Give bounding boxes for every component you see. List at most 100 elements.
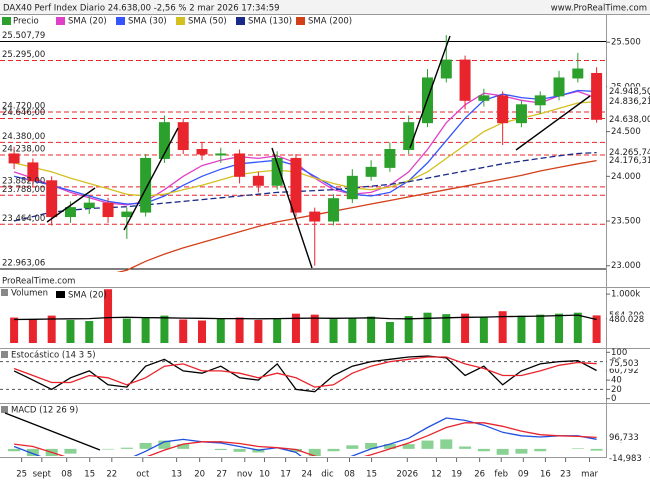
- y-tick-label: 23.500: [611, 217, 641, 227]
- level-label: 24.646,00: [2, 108, 45, 118]
- candle-body: [83, 202, 95, 209]
- x-tick-label: mar: [581, 470, 598, 480]
- candle-body: [515, 104, 527, 124]
- candle-body: [572, 68, 584, 79]
- trendlines: [4, 35, 591, 451]
- level-label: 24.380,00: [2, 132, 45, 142]
- volume-bar: [291, 313, 300, 343]
- y-tick-label: 25.500: [611, 38, 641, 48]
- legend-label: SMA (130): [248, 17, 292, 27]
- candle-body: [158, 122, 170, 159]
- candle-body: [497, 95, 509, 124]
- candle-body: [271, 157, 283, 186]
- value-label: 24.176,31: [609, 156, 650, 166]
- y-tick-label: 20: [611, 385, 622, 395]
- volume-bar: [47, 315, 56, 343]
- candle-body: [346, 175, 358, 200]
- histogram-bar: [139, 442, 152, 449]
- trendline: [271, 147, 313, 269]
- histogram-bar: [26, 448, 39, 456]
- y-tick-label: 40: [611, 376, 622, 386]
- trendline: [4, 412, 101, 451]
- series-line: [116, 159, 597, 272]
- candle-body: [478, 95, 490, 101]
- histogram-bar: [534, 448, 547, 452]
- candle-body: [46, 180, 58, 218]
- legend-swatch: [176, 17, 185, 25]
- histogram-bar: [120, 447, 133, 449]
- volume-bar: [66, 320, 75, 343]
- site-link[interactable]: www.ProRealTime.com: [551, 4, 647, 14]
- header-bar: [0, 0, 650, 14]
- legend-label: SMA (30): [128, 17, 167, 27]
- value-label-bg: [607, 114, 649, 125]
- volume-bar: [179, 319, 188, 343]
- legend-swatch: [56, 17, 65, 25]
- volume-bar: [536, 314, 545, 343]
- value-label-bg: [607, 147, 649, 158]
- value-label-bg: [607, 86, 649, 97]
- series-line: [13, 151, 597, 222]
- x-tick-label: 2026: [396, 470, 418, 480]
- candle-body: [365, 166, 377, 177]
- histogram-bar: [327, 448, 340, 452]
- volume-bar: [517, 315, 526, 343]
- candle-body: [121, 211, 133, 218]
- volume-bar: [461, 313, 470, 343]
- series-line: [13, 89, 597, 205]
- candle-body: [384, 149, 396, 168]
- volume-bar: [160, 315, 169, 343]
- x-tick-label: 08: [61, 470, 72, 480]
- panel-title-bg: [1, 289, 8, 296]
- x-tick-label: 16: [540, 470, 551, 480]
- level-label: 24.720,00: [2, 101, 45, 111]
- candle-body: [215, 153, 227, 156]
- candle-body: [140, 157, 152, 213]
- value-label-bg: [607, 453, 649, 464]
- x-tick-label: 26: [474, 470, 485, 480]
- legend-swatch: [296, 17, 305, 25]
- x-tick-label: 19: [451, 470, 462, 480]
- candle-body: [591, 72, 603, 120]
- histogram-bar: [64, 448, 77, 454]
- legend-swatch: [2, 17, 11, 25]
- x-tick-label: nov: [237, 470, 253, 480]
- candle-body: [27, 162, 39, 182]
- histogram-bar: [590, 448, 603, 451]
- volume-bar: [85, 321, 94, 343]
- value-label-bg: [607, 358, 649, 369]
- panel-title: MACD (12 26 9): [11, 406, 78, 416]
- value-label-bg: [607, 155, 649, 166]
- volume-bar: [385, 321, 394, 343]
- watermark: ProRealTime.com: [2, 277, 75, 287]
- series-line: [13, 100, 597, 197]
- x-tick-label: 15: [84, 470, 95, 480]
- series-line: [13, 417, 597, 456]
- y-tick-label: 0: [611, 394, 616, 404]
- plot-area: 25 sept 08 15 22 oct 13 20 27 nov 10 17 24 dic 08 15 202…: [0, 17, 650, 480]
- volume-bar: [555, 313, 564, 343]
- volume-bar: [573, 312, 582, 343]
- trendline: [515, 95, 591, 151]
- level-label: 23.882,00: [2, 176, 45, 186]
- panel: [0, 355, 606, 393]
- histogram-bar: [346, 445, 359, 449]
- legend-label: SMA (200): [308, 17, 352, 27]
- volume-bar: [310, 314, 319, 343]
- volume-bar: [348, 317, 357, 343]
- candle-body: [459, 59, 471, 101]
- panel-title-bg: [1, 406, 8, 413]
- histogram-bar: [571, 448, 584, 449]
- level-label: 23.788,00: [2, 185, 45, 195]
- histogram-bar: [365, 442, 378, 449]
- x-tick-label: 15: [366, 470, 377, 480]
- legend-label: SMA (20): [68, 17, 107, 27]
- level-label: 25.295,00: [2, 50, 45, 60]
- histogram-bar: [233, 448, 246, 452]
- value-label: 60,792: [609, 366, 639, 376]
- candle-body: [534, 95, 546, 106]
- y-tick-label: 24.000: [611, 172, 641, 182]
- volume-bar: [254, 320, 263, 343]
- histogram-bar: [308, 448, 321, 456]
